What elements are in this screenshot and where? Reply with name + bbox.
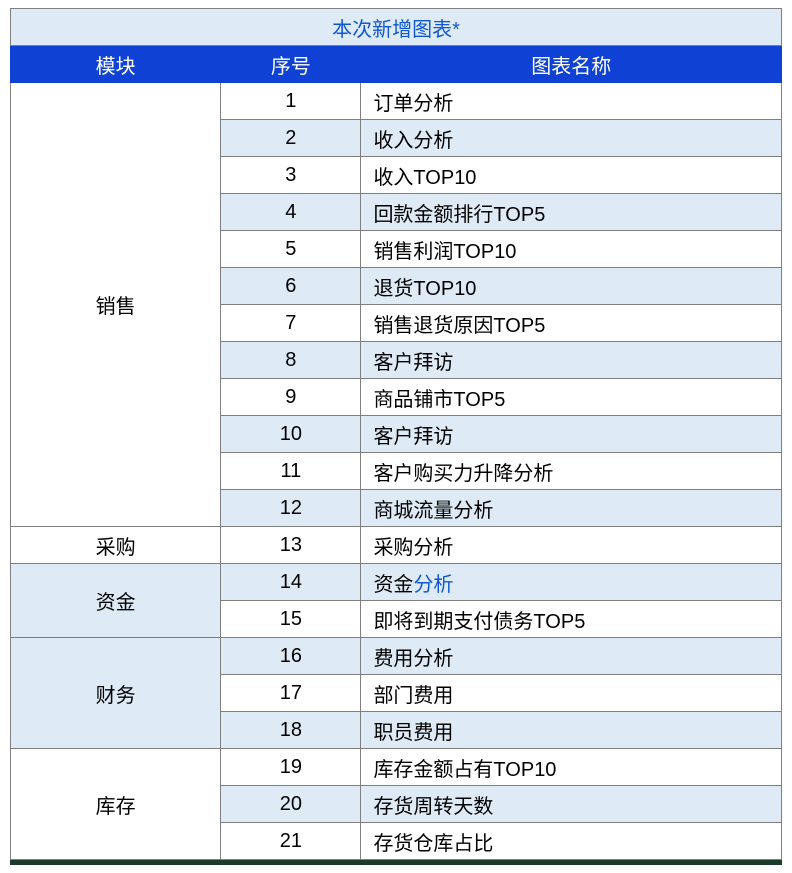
index-cell: 11: [221, 453, 361, 490]
index-cell: 1: [221, 83, 361, 120]
index-cell: 18: [221, 712, 361, 749]
index-cell: 4: [221, 194, 361, 231]
module-cell: 资金: [11, 564, 221, 638]
chart-name-part: 分析: [413, 574, 453, 596]
chart-name-cell: 存货周转天数: [361, 786, 782, 823]
chart-name-cell: 收入TOP10: [361, 157, 782, 194]
bottom-bar: [10, 860, 782, 865]
chart-name-cell: 销售退货原因TOP5: [361, 305, 782, 342]
chart-name-cell: 退货TOP10: [361, 268, 782, 305]
charts-table: 本次新增图表*模块序号图表名称销售1订单分析2收入分析3收入TOP104回款金额…: [10, 8, 782, 860]
index-cell: 21: [221, 823, 361, 860]
chart-name-cell: 订单分析: [361, 83, 782, 120]
index-cell: 3: [221, 157, 361, 194]
index-cell: 17: [221, 675, 361, 712]
column-header: 模块: [11, 46, 221, 83]
chart-name-cell: 销售利润TOP10: [361, 231, 782, 268]
chart-name-cell: 职员费用: [361, 712, 782, 749]
column-header: 序号: [221, 46, 361, 83]
index-cell: 14: [221, 564, 361, 601]
chart-name-cell: 客户拜访: [361, 342, 782, 379]
index-cell: 2: [221, 120, 361, 157]
index-cell: 9: [221, 379, 361, 416]
chart-name-cell: 客户购买力升降分析: [361, 453, 782, 490]
index-cell: 6: [221, 268, 361, 305]
chart-name-cell: 商城流量分析: [361, 490, 782, 527]
module-cell: 财务: [11, 638, 221, 749]
module-cell: 销售: [11, 83, 221, 527]
chart-name-cell: 收入分析: [361, 120, 782, 157]
chart-name-cell: 部门费用: [361, 675, 782, 712]
index-cell: 10: [221, 416, 361, 453]
chart-name-cell: 费用分析: [361, 638, 782, 675]
index-cell: 15: [221, 601, 361, 638]
index-cell: 19: [221, 749, 361, 786]
column-header: 图表名称: [361, 46, 782, 83]
chart-name-cell: 存货仓库占比: [361, 823, 782, 860]
index-cell: 13: [221, 527, 361, 564]
chart-name-cell: 即将到期支付债务TOP5: [361, 601, 782, 638]
index-cell: 7: [221, 305, 361, 342]
table-title: 本次新增图表*: [11, 9, 782, 46]
chart-name-cell: 商品铺市TOP5: [361, 379, 782, 416]
index-cell: 5: [221, 231, 361, 268]
chart-name-cell: 采购分析: [361, 527, 782, 564]
chart-name-cell: 资金分析: [361, 564, 782, 601]
index-cell: 20: [221, 786, 361, 823]
index-cell: 16: [221, 638, 361, 675]
module-cell: 采购: [11, 527, 221, 564]
index-cell: 12: [221, 490, 361, 527]
index-cell: 8: [221, 342, 361, 379]
chart-name-cell: 客户拜访: [361, 416, 782, 453]
chart-name-cell: 库存金额占有TOP10: [361, 749, 782, 786]
module-cell: 库存: [11, 749, 221, 860]
chart-name-cell: 回款金额排行TOP5: [361, 194, 782, 231]
chart-name-part: 资金: [373, 574, 413, 596]
